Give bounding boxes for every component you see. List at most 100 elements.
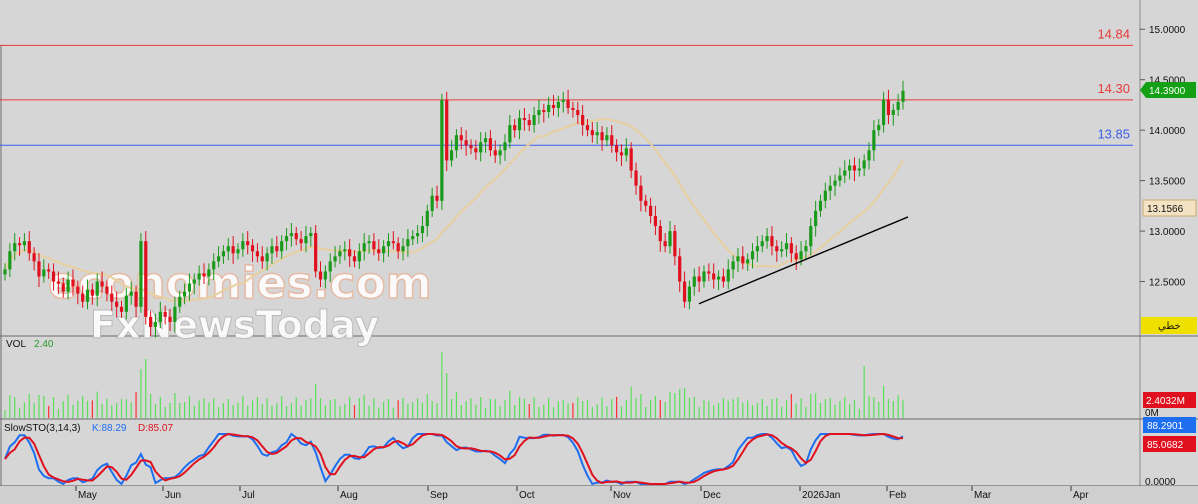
volume-bar [315, 384, 317, 418]
candle-body [746, 259, 750, 264]
volume-bar [732, 399, 734, 418]
candle-body [585, 125, 590, 131]
volume-bar [251, 400, 254, 418]
volume-bar [120, 399, 123, 418]
volume-bar [548, 397, 550, 418]
volume-bar [285, 406, 288, 418]
volume-bar [523, 398, 525, 418]
volume-bar [659, 400, 661, 418]
volume-bar [353, 405, 356, 418]
volume-bar [256, 397, 259, 418]
volume-bar [358, 398, 360, 418]
candle-body [784, 243, 789, 250]
candle-body [411, 236, 415, 240]
candle-body [153, 321, 158, 327]
volume-bar [242, 396, 244, 418]
candle-body [547, 104, 551, 112]
candle-body [809, 226, 813, 247]
candle-body [687, 286, 692, 302]
candle-body [270, 246, 274, 254]
candle-body [42, 269, 46, 277]
volume-bar [213, 398, 215, 418]
candle-body [474, 148, 478, 153]
volume-bar [38, 395, 40, 418]
volume-bar [601, 397, 603, 418]
volume-bar [198, 400, 200, 418]
volume-bar [378, 407, 380, 418]
volume-bar [781, 406, 783, 418]
volume-bar [620, 406, 623, 418]
volume-bar [897, 395, 899, 418]
candle-body [61, 283, 65, 292]
volume-bar [616, 396, 618, 418]
candle-body [119, 306, 124, 312]
trendline [698, 216, 909, 305]
candle-body [323, 271, 327, 280]
candle-body [85, 289, 90, 302]
volume-bar [159, 397, 161, 418]
volume-bar [834, 405, 836, 418]
volume-bar [222, 403, 225, 418]
candle-body [886, 99, 891, 116]
candle-body [673, 231, 677, 257]
volume-bar [96, 391, 98, 418]
volume-bar [135, 392, 137, 418]
volume-bar [446, 373, 448, 418]
candle-body [352, 256, 357, 262]
drawing-style-badge[interactable]: خطي [1141, 317, 1197, 334]
candle-body [833, 180, 837, 186]
volume-bar [319, 398, 322, 418]
volume-bar [645, 407, 647, 418]
volume-bar [747, 400, 749, 418]
y-tick-label: 12.5000 [1149, 278, 1186, 289]
volume-bar [436, 403, 438, 418]
candle-body [338, 251, 342, 257]
volume-bar [193, 405, 195, 418]
volume-bar [776, 398, 778, 418]
volume-bar [188, 396, 191, 418]
candle-body [459, 135, 463, 141]
volume-bar [577, 397, 579, 418]
stochastic-k-label: K:88.29 [92, 423, 127, 434]
volume-bar [392, 407, 394, 418]
y-tick-label: 14.0000 [1149, 126, 1186, 137]
volume-bar [101, 404, 103, 418]
volume-bar [514, 405, 516, 418]
volume-bar [790, 394, 792, 418]
y-tick-label: 13.5000 [1149, 177, 1186, 188]
candle-body [32, 253, 36, 262]
candle-body [357, 251, 361, 262]
candle-body [333, 256, 337, 262]
svg-text:14.3900: 14.3900 [1149, 86, 1186, 97]
candle-body [221, 251, 226, 257]
candle-body [804, 246, 808, 252]
volume-bar [363, 395, 365, 418]
candle-body [775, 246, 779, 252]
candle-body [736, 256, 740, 262]
candle-body [542, 109, 546, 112]
horizontal-level-label: 13.85 [1097, 126, 1130, 141]
candle-body [304, 236, 308, 244]
candle-body [469, 145, 473, 149]
volume-bar [14, 397, 16, 418]
candle-body [314, 233, 318, 272]
horizontal-level-label: 14.30 [1097, 81, 1130, 96]
volume-bar [518, 396, 521, 418]
candle-body [95, 281, 99, 296]
candle-body [770, 236, 774, 247]
volume-bar [878, 402, 880, 418]
volume-bar [43, 395, 45, 418]
volume-bar [383, 401, 385, 418]
svg-text:88.2901: 88.2901 [1147, 421, 1184, 432]
candle-body [556, 101, 560, 108]
volume-bar [737, 397, 739, 418]
candle-body [901, 90, 905, 102]
volume-bar [402, 398, 404, 418]
candle-body [168, 316, 172, 322]
volume-bar [426, 394, 428, 418]
candle-body [372, 241, 376, 250]
volume-bar [77, 400, 79, 418]
